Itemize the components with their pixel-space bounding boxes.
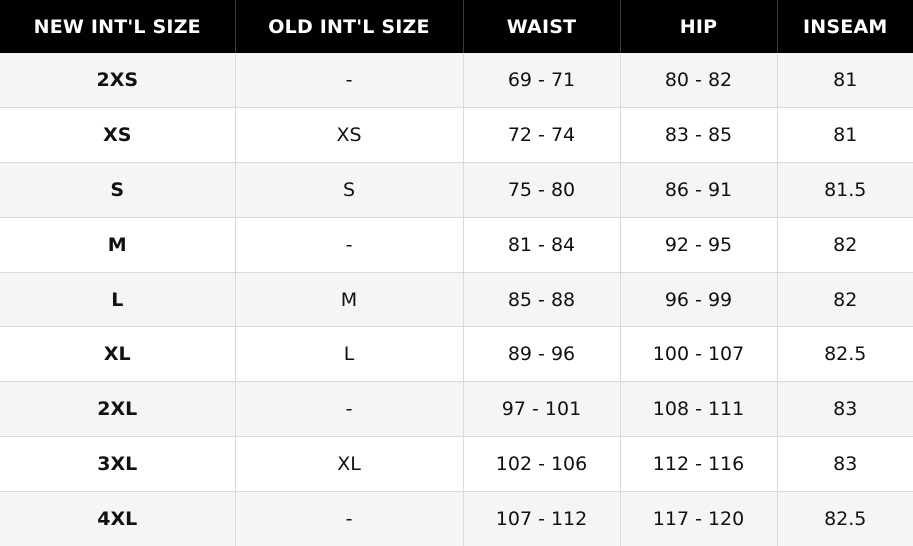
hip-cell: 92 - 95	[619, 216, 777, 273]
waist-cell: 89 - 96	[462, 326, 620, 382]
inseam-cell: 81	[776, 53, 913, 108]
header-old-intl-size: OLD INT'L SIZE	[234, 0, 463, 53]
new-intl-size-cell: S	[0, 162, 235, 218]
inseam-cell: 82.5	[776, 490, 913, 546]
inseam-cell: 81.5	[776, 162, 913, 218]
table-row: XS XS 72 - 74 83 - 85 81	[0, 107, 913, 163]
new-intl-size-cell: 4XL	[0, 490, 235, 546]
waist-cell: 69 - 71	[462, 53, 620, 108]
old-intl-size-cell: -	[234, 53, 463, 108]
old-intl-size-cell: -	[234, 216, 463, 273]
old-intl-size-cell: XS	[234, 107, 463, 163]
table-body: 2XS -69 - 71 80 - 82 81 XS XS 72 - 74 83 - 85 81…	[0, 53, 913, 546]
new-intl-size-cell: 3XL	[0, 436, 235, 492]
header-new-intl-size: NEW INT'L SIZE	[0, 0, 235, 53]
new-intl-size-cell: L	[0, 271, 235, 327]
inseam-cell: 82	[776, 216, 913, 273]
hip-cell: 83 - 85	[619, 107, 777, 163]
table-row: L M 85 - 88 96 - 99 82	[0, 271, 913, 327]
header-inseam: INSEAM	[776, 0, 913, 53]
waist-cell: 81 - 84	[462, 216, 620, 273]
hip-cell: 117 - 120	[619, 490, 777, 546]
waist-cell: 102 - 106	[462, 436, 620, 492]
hip-cell: 80 - 82	[619, 53, 777, 108]
inseam-cell: 83	[776, 436, 913, 492]
table-row: 4XL -107 - 112 117 - 120 82.5	[0, 490, 913, 546]
inseam-cell: 81	[776, 107, 913, 163]
hip-cell: 112 - 116	[619, 436, 777, 492]
old-intl-size-cell: L	[234, 326, 463, 382]
old-intl-size-cell: XL	[234, 436, 463, 492]
waist-cell: 107 - 112	[462, 490, 620, 546]
old-intl-size-cell: M	[234, 271, 463, 327]
old-intl-size-cell: -	[234, 490, 463, 546]
new-intl-size-cell: 2XL	[0, 381, 235, 437]
waist-cell: 85 - 88	[462, 271, 620, 327]
hip-cell: 100 - 107	[619, 326, 777, 382]
hip-cell: 108 - 111	[619, 381, 777, 437]
header-waist: WAIST	[462, 0, 620, 53]
table-row: 3XL XL 102 - 106 112 - 116 83	[0, 436, 913, 492]
new-intl-size-cell: XS	[0, 107, 235, 163]
table-row: XL L 89 - 96 100 - 107 82.5	[0, 326, 913, 382]
table-header: NEW INT'L SIZE OLD INT'L SIZE WAIST HIP …	[0, 0, 913, 53]
new-intl-size-cell: 2XS	[96, 69, 139, 92]
header-hip: HIP	[619, 0, 777, 53]
header-row: NEW INT'L SIZE OLD INT'L SIZE WAIST HIP …	[0, 0, 913, 53]
table-row: S S 75 - 80 86 - 91 81.5	[0, 162, 913, 218]
table-row: M -81 - 84 92 - 95 82	[0, 216, 913, 273]
waist-cell: 72 - 74	[462, 107, 620, 163]
waist-cell: 97 - 101	[462, 381, 620, 437]
table-row: 2XL -97 - 101 108 - 111 83	[0, 381, 913, 437]
new-intl-size-cell: M	[0, 216, 235, 273]
old-intl-size-cell: -	[234, 381, 463, 437]
inseam-cell: 82	[776, 271, 913, 327]
hip-cell: 86 - 91	[619, 162, 777, 218]
waist-cell: 75 - 80	[462, 162, 620, 218]
hip-cell: 96 - 99	[619, 271, 777, 327]
inseam-cell: 82.5	[776, 326, 913, 382]
inseam-cell: 83	[776, 381, 913, 437]
old-intl-size-cell: S	[234, 162, 463, 218]
new-intl-size-cell: XL	[0, 326, 235, 382]
table-row: 2XS -69 - 71 80 - 82 81	[0, 53, 913, 108]
